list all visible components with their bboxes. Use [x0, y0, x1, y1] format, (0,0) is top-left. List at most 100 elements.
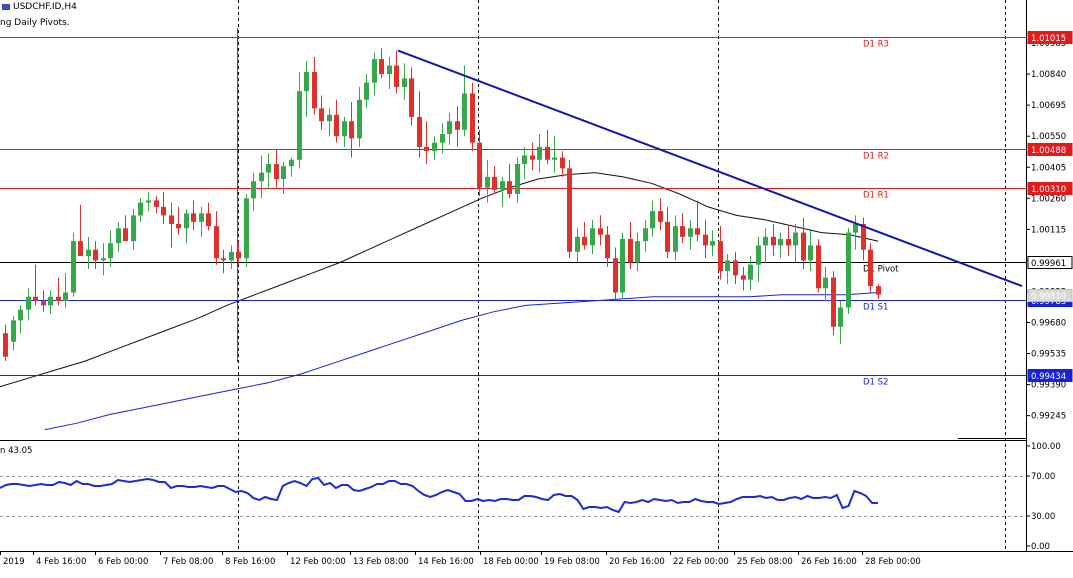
- candle-body: [402, 78, 407, 87]
- candle-body: [349, 121, 354, 139]
- candle-body: [334, 114, 339, 137]
- pivot-price-tag: [1027, 256, 1073, 269]
- pivot-label: D1 S1: [863, 303, 888, 313]
- candle-body: [530, 155, 535, 160]
- chart-symbol-icon: [2, 3, 10, 10]
- candle-body: [567, 168, 572, 252]
- candle-body: [522, 155, 527, 165]
- candle-body: [673, 226, 678, 252]
- candle-body: [33, 296, 38, 302]
- candle-body: [191, 213, 196, 222]
- candle-body: [741, 275, 746, 280]
- candle-body: [665, 221, 670, 252]
- candle-body: [161, 206, 166, 216]
- candle-body: [695, 228, 700, 235]
- candle-body: [432, 142, 437, 152]
- time-tick-label: 8 Feb 16:00: [225, 557, 275, 567]
- pivot-price-tag-text: 0.99961: [1031, 259, 1066, 269]
- candle-body: [131, 215, 136, 242]
- time-tick-label: 28 Feb 00:00: [865, 557, 921, 567]
- candle-body: [297, 91, 302, 160]
- candle-body: [635, 241, 640, 263]
- pivot-label: D1 R2: [863, 152, 889, 162]
- time-tick-label: 18 Feb 00:00: [483, 557, 539, 567]
- pivot-price-tag-text: 1.01015: [1031, 34, 1066, 44]
- candle-body: [312, 71, 317, 109]
- candle-body: [251, 181, 256, 199]
- candle-body: [206, 213, 211, 227]
- candle-body: [763, 236, 768, 246]
- time-tick-label: 19 Feb 08:00: [544, 557, 600, 567]
- trendline: [397, 49, 1023, 288]
- pivot-price-tag-text: 1.00488: [1031, 146, 1066, 156]
- oscillator-value-label: n 43.05: [0, 446, 33, 456]
- pivot-label: D1 Pivot: [863, 265, 899, 275]
- candle-body: [304, 71, 309, 92]
- time-tick-label: 26 Feb 16:00: [801, 557, 857, 567]
- candle-body: [793, 232, 798, 246]
- pivot-label: D1 R3: [863, 40, 889, 50]
- price-tick-label: 0.99390: [1031, 381, 1066, 391]
- candle-body: [725, 260, 730, 272]
- candle-body: [48, 296, 53, 306]
- time-tick-label: 7 Feb 08:00: [163, 557, 213, 567]
- candle-body: [778, 238, 783, 246]
- candle-body: [560, 157, 565, 169]
- candle-body: [575, 236, 580, 252]
- candle-body: [289, 159, 294, 167]
- osc-tick-label: 0.00: [1031, 542, 1050, 552]
- osc-tick-label: 30.00: [1031, 512, 1055, 522]
- candle-body: [868, 249, 873, 287]
- candle-body: [372, 59, 377, 83]
- candle-body: [823, 277, 828, 289]
- candle-body: [485, 176, 490, 188]
- candle-body: [733, 260, 738, 276]
- price-tick-label: 0.99535: [1031, 350, 1066, 360]
- candle-body: [605, 234, 610, 259]
- time-tick-label: 2019: [3, 557, 25, 567]
- candle-body: [169, 215, 174, 224]
- price-tick-label: 1.00695: [1031, 101, 1066, 111]
- candle-body: [379, 59, 384, 75]
- candle-body: [801, 232, 806, 261]
- candle-body: [154, 200, 159, 207]
- osc-tick-label: 100.00: [1031, 442, 1061, 452]
- candle-body: [470, 93, 475, 143]
- candle-body: [598, 228, 603, 235]
- candle-body: [214, 226, 219, 259]
- candle-body: [63, 292, 68, 302]
- candle-body: [838, 307, 843, 327]
- candle-body: [146, 200, 151, 203]
- candle-body: [266, 164, 271, 173]
- candle-body: [688, 228, 693, 237]
- time-tick-label: 4 Feb 16:00: [36, 557, 86, 567]
- pivot-price-tag-text: 1.00310: [1031, 185, 1066, 195]
- candle-body: [628, 238, 633, 263]
- pivot-label: D1 R1: [863, 191, 889, 201]
- candle-body: [492, 176, 497, 190]
- price-tick-label: 0.99245: [1031, 412, 1066, 422]
- candle-body: [26, 296, 31, 310]
- candle-body: [176, 224, 181, 229]
- oscillator-line: [0, 476, 878, 514]
- pivot-price-tag: [1027, 143, 1073, 156]
- moving-average-slow-line: [44, 292, 879, 431]
- candle-body: [658, 211, 663, 222]
- time-tick-label: 22 Feb 00:00: [673, 557, 729, 567]
- time-tick-label: 6 Feb 00:00: [98, 557, 148, 567]
- candle-body: [138, 202, 143, 216]
- price-tick-label: 1.00115: [1031, 225, 1066, 235]
- candle-body: [545, 146, 550, 160]
- pivot-price-tag: [1027, 182, 1073, 195]
- pivot-price-tag: [1027, 31, 1073, 44]
- candle-body: [93, 249, 98, 261]
- candle-body: [582, 236, 587, 246]
- candle-body: [221, 258, 226, 261]
- candle-body: [229, 251, 234, 261]
- candle-body: [78, 241, 83, 257]
- price-tick-label: 1.00260: [1031, 194, 1066, 204]
- candle-body: [440, 134, 445, 143]
- candle-body: [41, 301, 46, 306]
